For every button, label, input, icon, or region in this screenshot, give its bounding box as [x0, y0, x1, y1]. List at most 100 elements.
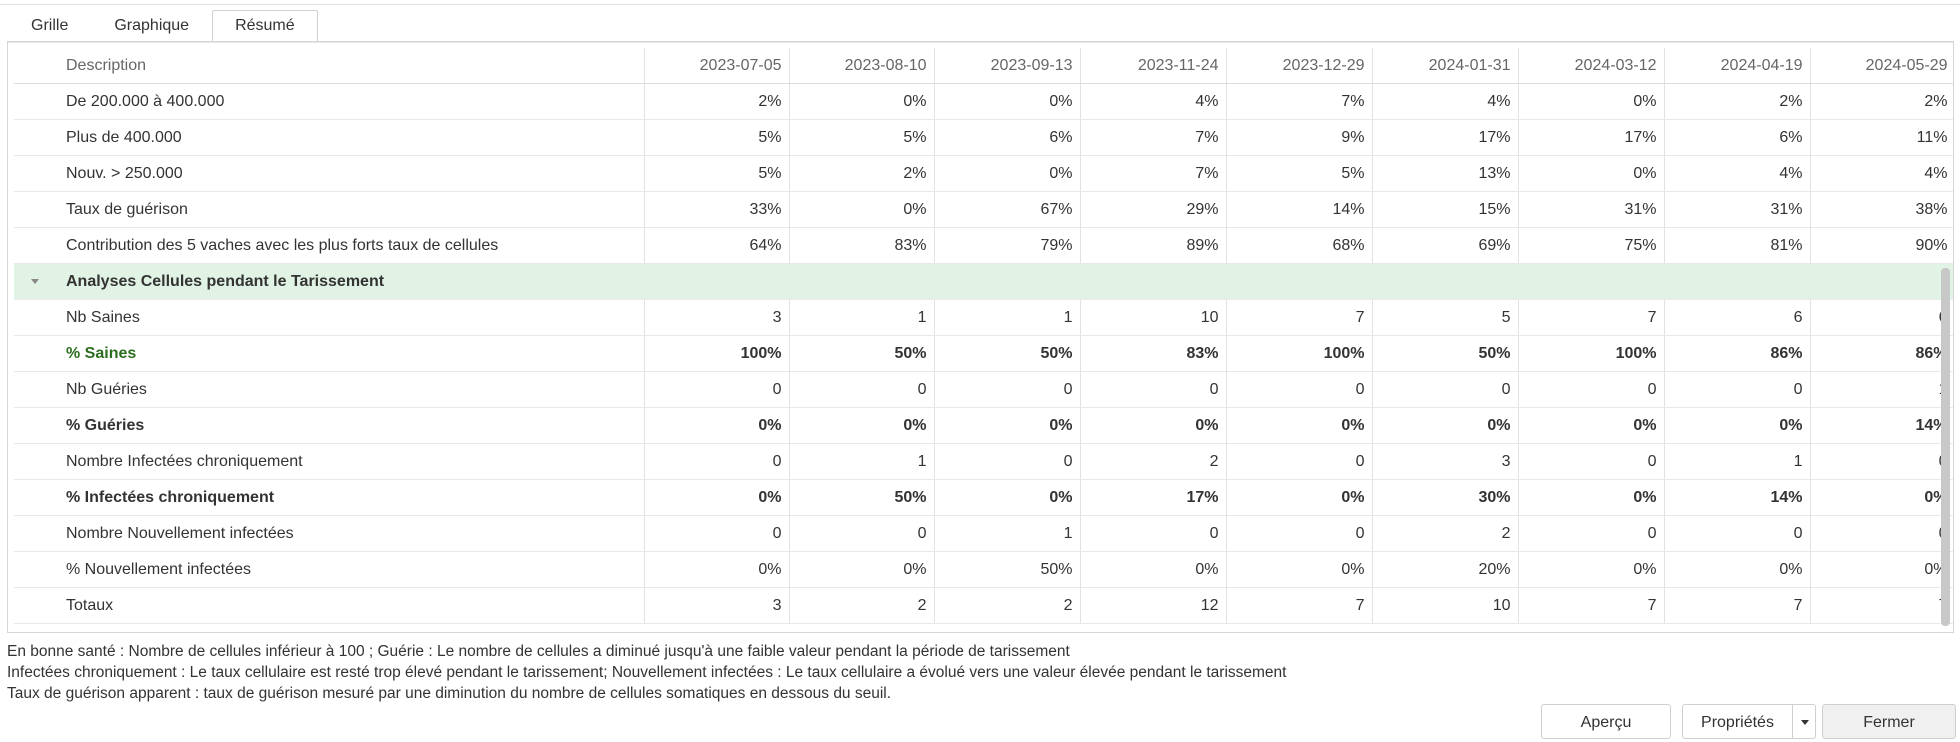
table-cell: 4%	[1664, 155, 1811, 192]
summary-panel: Description 2023-07-05 2023-08-10 2023-09-…	[7, 41, 1954, 633]
row-label: % Nouvellement infectées	[14, 551, 645, 588]
table-row: De 200.000 à 400.000 2% 0% 0% 4% 7% 4% 0% 2% 2%	[14, 83, 1953, 120]
table-cell: 7	[1664, 587, 1811, 624]
table-cell: 0%	[789, 407, 935, 444]
tab-grille[interactable]: Grille	[31, 17, 69, 34]
table-cell: 0	[1518, 515, 1665, 552]
table-cell: 0	[644, 515, 790, 552]
table-cell: 0%	[934, 83, 1081, 120]
row-label: Plus de 400.000	[14, 119, 645, 156]
table-cell: 100%	[644, 335, 790, 372]
table-cell: 0%	[1518, 479, 1665, 516]
table-cell: 100%	[1518, 335, 1665, 372]
window-top-border	[0, 4, 1960, 5]
table-cell: 3	[1372, 443, 1519, 480]
summary-table: Description 2023-07-05 2023-08-10 2023-09-…	[14, 48, 1953, 624]
table-cell: 0%	[1226, 479, 1373, 516]
table-cell: 0%	[1518, 407, 1665, 444]
table-row: % Infectées chroniquement 0% 50% 0% 17% 0% 30%…	[14, 479, 1953, 516]
table-cell: 3	[644, 299, 790, 336]
row-label: De 200.000 à 400.000	[14, 83, 645, 120]
table-cell: 83%	[789, 227, 935, 264]
row-label: % Infectées chroniquement	[14, 479, 645, 516]
table-cell: 5%	[789, 119, 935, 156]
table-cell: 12	[1080, 587, 1227, 624]
column-header-date[interactable]: 2023-12-29	[1226, 48, 1373, 84]
table-cell: 0%	[789, 83, 935, 120]
table-cell: 2	[1080, 443, 1227, 480]
row-label: % Guéries	[14, 407, 645, 444]
column-header-date[interactable]: 2024-01-31	[1372, 48, 1519, 84]
row-label: % Saines	[14, 335, 645, 372]
table-cell: 50%	[789, 335, 935, 372]
table-cell: 0%	[644, 479, 790, 516]
table-cell: 5%	[644, 119, 790, 156]
row-label: Totaux	[14, 587, 645, 624]
table-cell: 14%	[1226, 191, 1373, 228]
table-cell: 7	[1226, 299, 1373, 336]
table-row: Nombre Nouvellement infectées001002000	[14, 515, 1953, 552]
table-cell: 0%	[789, 191, 935, 228]
table-cell: 7	[1810, 587, 1953, 624]
table-cell: 0%	[644, 551, 790, 588]
table-cell: 50%	[1372, 335, 1519, 372]
row-label: Nb Saines	[14, 299, 645, 336]
tab-resume[interactable]: Résumé	[212, 10, 318, 42]
column-header-date[interactable]: 2023-08-10	[789, 48, 935, 84]
table-cell: 7%	[1080, 119, 1227, 156]
table-cell: 0	[1372, 371, 1519, 408]
table-cell: 81%	[1664, 227, 1811, 264]
column-header-date[interactable]: 2024-03-12	[1518, 48, 1665, 84]
note-line: En bonne santé : Nombre de cellules infé…	[7, 643, 1070, 660]
table-cell: 100%	[1226, 335, 1373, 372]
apercu-button[interactable]: Aperçu	[1541, 704, 1671, 739]
table-cell: 6	[1664, 299, 1811, 336]
row-label: Contribution des 5 vaches avec les plus …	[14, 227, 645, 264]
table-cell: 0	[1810, 443, 1953, 480]
vertical-scrollbar[interactable]	[1941, 268, 1950, 626]
table-cell: 6%	[934, 119, 1081, 156]
table-cell: 11%	[1810, 119, 1953, 156]
table-cell: 2%	[789, 155, 935, 192]
table-cell: 79%	[934, 227, 1081, 264]
column-header-date[interactable]: 2024-05-29	[1810, 48, 1953, 84]
table-row: Nombre Infectées chroniquement010203010	[14, 443, 1953, 480]
fermer-button[interactable]: Fermer	[1822, 704, 1956, 739]
column-header-date[interactable]: 2023-09-13	[934, 48, 1081, 84]
table-cell: 0%	[934, 407, 1081, 444]
table-cell: 64%	[644, 227, 790, 264]
table-cell: 9%	[1226, 119, 1373, 156]
column-header-date[interactable]: 2024-04-19	[1664, 48, 1811, 84]
table-cell: 0%	[1226, 551, 1373, 588]
table-cell: 1	[1810, 371, 1953, 408]
table-cell: 17%	[1372, 119, 1519, 156]
table-cell: 83%	[1080, 335, 1227, 372]
caret-down-icon[interactable]	[31, 279, 39, 284]
table-header-row: Description 2023-07-05 2023-08-10 2023-09-…	[14, 48, 1953, 84]
column-header-date[interactable]: 2023-11-24	[1080, 48, 1227, 84]
table-row: Nb Guéries000000001	[14, 371, 1953, 408]
table-cell: 50%	[934, 551, 1081, 588]
tab-graphique[interactable]: Graphique	[114, 17, 190, 34]
column-header-date[interactable]: 2023-07-05	[644, 48, 790, 84]
proprietes-button[interactable]: Propriétés	[1682, 704, 1793, 739]
table-cell: 86%	[1810, 335, 1953, 372]
table-cell: 0%	[1518, 83, 1665, 120]
proprietes-dropdown-button[interactable]	[1792, 704, 1816, 739]
table-cell: 0%	[934, 155, 1081, 192]
table-cell: 0	[644, 443, 790, 480]
table-cell: 1	[934, 299, 1081, 336]
table-cell: 1	[934, 515, 1081, 552]
group-label: Analyses Cellules pendant le Tarissement	[66, 272, 385, 290]
row-label: Nombre Nouvellement infectées	[14, 515, 645, 552]
group-row[interactable]: Analyses Cellules pendant le Tarissement	[14, 263, 1953, 300]
column-header-description[interactable]: Description	[14, 48, 645, 84]
table-cell: 89%	[1080, 227, 1227, 264]
table-row: % Saines 100% 50% 50% 83% 100% 50% 100% 86% 86%	[14, 335, 1953, 372]
table-cell: 7	[1518, 587, 1665, 624]
table-cell: 0	[1518, 371, 1665, 408]
table-cell: 1	[789, 299, 935, 336]
table-cell: 17%	[1080, 479, 1227, 516]
table-cell: 0%	[1664, 407, 1811, 444]
table-cell: 0%	[1810, 551, 1953, 588]
